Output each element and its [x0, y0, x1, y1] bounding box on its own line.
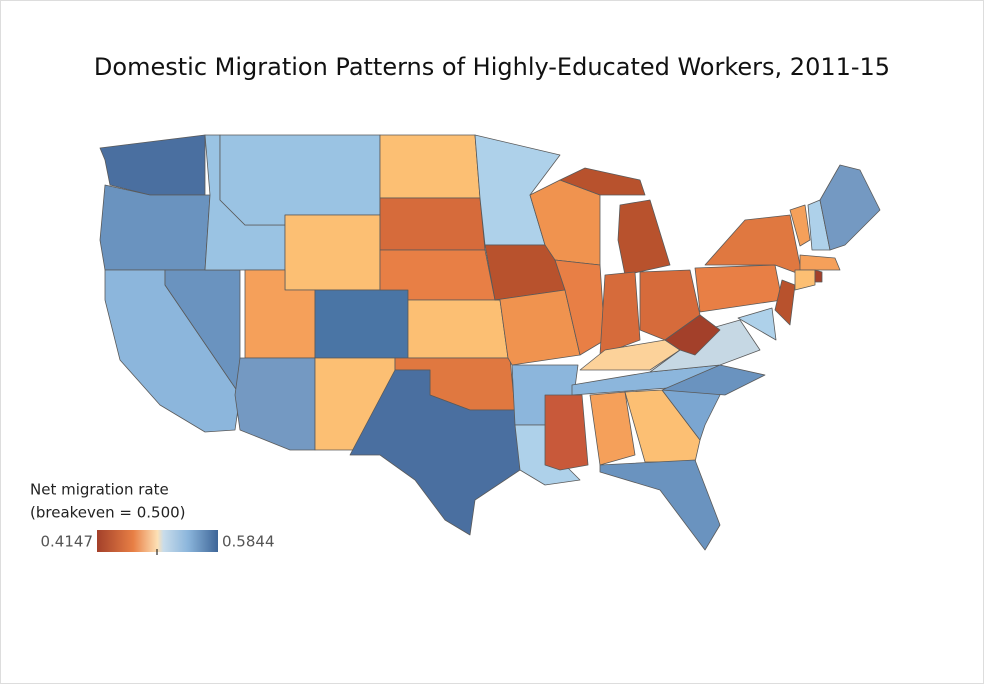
legend-max: 0.5844	[222, 533, 275, 551]
legend-min: 0.4147	[41, 533, 94, 551]
state-map	[99, 134, 881, 551]
legend: Net migration rate (breakeven = 0.500) 0…	[30, 481, 275, 555]
legend-gradient	[97, 530, 218, 552]
legend-title: Net migration rate	[30, 481, 169, 499]
legend-subtitle: (breakeven = 0.500)	[30, 504, 186, 522]
map-title: Domestic Migration Patterns of Highly-Ed…	[94, 53, 890, 81]
